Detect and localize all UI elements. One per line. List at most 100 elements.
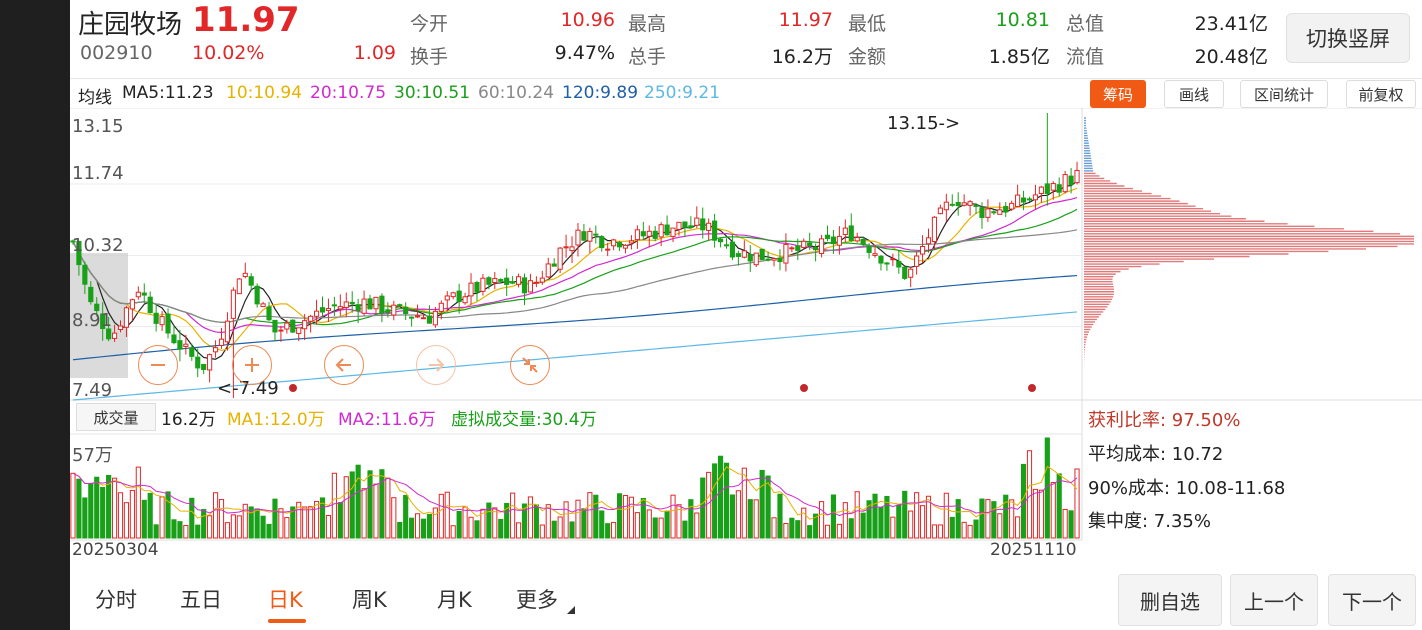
candle-body — [361, 298, 367, 314]
volume-bar — [634, 512, 640, 539]
volume-bar — [842, 502, 848, 539]
next-stock-button[interactable]: 下一个 — [1328, 574, 1416, 626]
volume-bar — [236, 515, 242, 539]
draw-line-button[interactable]: 画线 — [1164, 80, 1224, 108]
volume-bar — [510, 492, 516, 539]
candle-body — [896, 260, 902, 268]
candle-body — [943, 201, 949, 211]
volume-bar — [325, 515, 332, 539]
volume-bar — [1003, 494, 1009, 539]
candle-body — [498, 278, 504, 282]
candle-body — [248, 276, 254, 286]
volume-bar — [765, 475, 771, 539]
volume-indicator-button[interactable]: 成交量 — [76, 403, 156, 431]
volume-bar — [753, 499, 759, 539]
candle-body — [908, 268, 914, 278]
volume-bar — [515, 522, 522, 539]
volume-bar — [337, 502, 343, 539]
tab-five-day[interactable]: 五日 — [180, 588, 222, 612]
ma-line — [72, 187, 1078, 352]
volume-bar — [379, 469, 385, 539]
volume-bar — [848, 518, 854, 539]
volume-bar — [438, 493, 444, 539]
quote-value-mktcap: 23.41亿 — [1194, 13, 1268, 35]
tab-more[interactable]: 更多 — [516, 588, 558, 612]
tab-daily-k[interactable]: 日K — [268, 588, 303, 612]
price-adjust-button[interactable]: 前复权 — [1346, 80, 1416, 108]
candle-body — [492, 278, 498, 284]
tab-weekly-k[interactable]: 周K — [352, 588, 387, 612]
volume-bar — [201, 509, 207, 539]
volume-bar — [557, 516, 563, 539]
volume-bar — [420, 518, 427, 539]
quote-value-turnover: 9.47% — [554, 42, 615, 64]
volume-bars — [70, 437, 1080, 539]
ma120-line — [72, 274, 1078, 361]
volume-bar — [284, 517, 290, 539]
candle-body — [729, 241, 736, 258]
candle-body — [753, 252, 759, 266]
virtual-volume: 虚拟成交量:30.4万 — [451, 410, 597, 430]
remove-watchlist-button[interactable]: 删自选 — [1118, 574, 1222, 626]
volume-bar — [676, 504, 682, 539]
arrow-right-icon — [429, 358, 445, 372]
candle-body — [242, 272, 248, 278]
candle-body — [1044, 183, 1050, 194]
event-dot — [800, 384, 808, 392]
candle-body — [842, 227, 848, 236]
ma30-value: 30:10.51 — [394, 83, 471, 103]
tab-intraday[interactable]: 分时 — [95, 588, 137, 612]
scroll-left-button[interactable] — [324, 345, 364, 385]
volume-bar — [569, 521, 575, 539]
candle-body — [1062, 174, 1068, 193]
candle-body — [521, 277, 528, 294]
candle-body — [444, 295, 450, 301]
volume-bar — [135, 466, 141, 539]
volume-bar — [1015, 516, 1021, 539]
volume-bar — [254, 508, 260, 539]
volume-bar — [807, 525, 813, 539]
change-amount: 1.09 — [353, 42, 396, 64]
switch-portrait-button[interactable]: 切换竖屏 — [1286, 13, 1410, 63]
candle-body — [741, 250, 747, 258]
previous-stock-button[interactable]: 上一个 — [1230, 574, 1318, 626]
price-axis-label: 8.91 — [72, 310, 113, 331]
candle-body — [379, 295, 385, 314]
candle-body — [1074, 169, 1080, 184]
candle-body — [991, 211, 997, 214]
chips-button[interactable]: 筹码 — [1090, 80, 1146, 108]
volume-bar — [82, 497, 88, 539]
candle-body — [141, 292, 147, 296]
volume-bar — [979, 498, 985, 539]
candle-body — [88, 286, 94, 303]
zoom-out-button[interactable] — [138, 345, 178, 385]
kline-chart[interactable] — [70, 108, 1422, 568]
volume-bar — [539, 524, 545, 539]
ma250-value: 250:9.21 — [644, 83, 721, 103]
volume-bar — [973, 519, 979, 539]
volume-bar — [498, 518, 504, 539]
volume-bar — [111, 477, 118, 539]
volume-bar — [563, 501, 569, 539]
candle-body — [260, 303, 266, 308]
reset-zoom-button[interactable] — [510, 345, 550, 385]
volume-bar — [670, 494, 676, 539]
zoom-in-button[interactable] — [232, 345, 272, 385]
ma-line — [72, 208, 1078, 326]
candle-body — [159, 316, 165, 326]
candle-body — [111, 332, 118, 339]
volume-bar — [373, 483, 379, 539]
volume-ma-lines — [72, 465, 1078, 520]
candle-body — [325, 308, 332, 311]
scroll-right-button[interactable] — [416, 345, 456, 385]
volume-bar — [836, 523, 842, 539]
candle-body — [759, 248, 765, 261]
range-stats-button[interactable]: 区间统计 — [1240, 80, 1328, 108]
tab-monthly-k[interactable]: 月K — [437, 588, 472, 612]
candle-body — [123, 307, 130, 328]
candle-body — [426, 315, 433, 324]
candle-body — [302, 320, 308, 330]
volume-bar — [1038, 489, 1044, 539]
volume-bar — [783, 523, 789, 539]
candle-body — [997, 209, 1003, 215]
